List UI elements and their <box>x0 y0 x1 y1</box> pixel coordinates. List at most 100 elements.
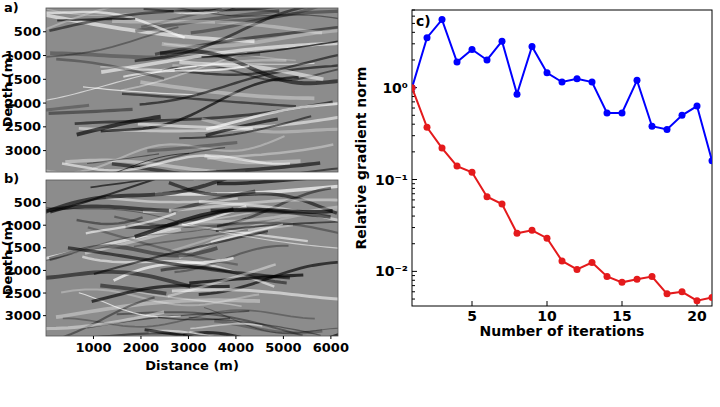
reflector <box>189 332 309 336</box>
series-point <box>679 288 686 295</box>
reflector <box>214 321 322 333</box>
series-point <box>544 69 551 76</box>
y-tick <box>43 247 46 248</box>
y-tick-label: 500 <box>14 195 41 210</box>
series-point <box>412 84 416 91</box>
minor-tick <box>412 151 415 152</box>
reflector <box>160 51 338 83</box>
series-point <box>439 145 446 152</box>
series-point <box>412 84 416 91</box>
x-tick-label: 1000 <box>75 340 111 355</box>
x-tick <box>93 336 94 339</box>
minor-tick <box>412 43 415 44</box>
y-tick-label: 10⁰ <box>382 80 408 96</box>
y-tick <box>43 293 46 294</box>
series-point <box>544 235 551 242</box>
x-tick-label: 6000 <box>313 340 349 355</box>
series-point <box>619 279 626 286</box>
y-tick <box>43 126 46 127</box>
reflector <box>206 79 338 129</box>
x-tick <box>283 336 284 339</box>
y-tick-label: 3000 <box>5 143 41 158</box>
series-point <box>574 266 581 273</box>
series-point <box>574 75 581 82</box>
x-tick-label: 5 <box>467 308 477 324</box>
reflector <box>123 66 249 77</box>
reflector <box>205 156 301 163</box>
reflector <box>172 290 338 300</box>
x-tick <box>188 336 189 339</box>
reflector <box>49 109 133 113</box>
minor-tick <box>412 59 415 60</box>
series-point <box>454 163 461 170</box>
panel-letter: c) <box>416 13 431 29</box>
minor-tick <box>412 135 415 136</box>
reflector <box>212 166 338 172</box>
series-point <box>694 103 701 110</box>
series-point <box>604 273 611 280</box>
x-tick-label: 10 <box>537 308 557 324</box>
reflector <box>46 105 89 112</box>
y-tick <box>43 103 46 104</box>
x-tick <box>235 336 236 339</box>
series-point <box>514 91 521 98</box>
seismic-image <box>46 8 338 172</box>
series-point <box>664 290 671 297</box>
x-tick-label: 2000 <box>123 340 159 355</box>
reflector <box>211 210 331 217</box>
frame <box>46 180 338 336</box>
series-point <box>454 59 461 66</box>
reflector <box>87 154 159 164</box>
series-point <box>604 109 611 116</box>
y-tick-label: 3000 <box>5 308 41 323</box>
minor-tick <box>412 188 415 189</box>
series-group <box>412 16 712 304</box>
y-tick <box>43 315 46 316</box>
series-point <box>649 273 656 280</box>
series-point <box>634 276 641 283</box>
series-point <box>649 123 656 130</box>
y-tick <box>43 79 46 80</box>
reflector <box>135 8 338 61</box>
series-point <box>484 193 491 200</box>
series-point <box>469 169 476 176</box>
y-tick <box>43 55 46 56</box>
y-axis-title: Depth (m) <box>0 221 15 295</box>
series-point <box>694 297 701 304</box>
minor-tick <box>412 16 415 17</box>
reflector <box>147 143 237 151</box>
reflector <box>168 264 276 296</box>
minor-tick <box>412 275 415 276</box>
minor-tick <box>412 101 415 102</box>
series-line <box>412 88 712 301</box>
series-point <box>679 112 686 119</box>
series-point <box>619 109 626 116</box>
minor-tick <box>412 124 415 125</box>
frame <box>46 8 338 172</box>
y-tick <box>412 271 417 272</box>
minor-tick <box>412 299 415 300</box>
x-axis-title: Distance (m) <box>145 358 239 373</box>
minor-tick <box>412 227 415 228</box>
y-tick <box>43 202 46 203</box>
series-point <box>634 77 641 84</box>
reflector <box>75 153 189 172</box>
x-tick <box>622 301 623 306</box>
y-tick <box>43 150 46 151</box>
reflector <box>92 286 230 302</box>
reflector <box>46 312 164 329</box>
series-point <box>589 79 596 86</box>
panel-letter: a) <box>4 0 19 15</box>
y-axis-title: Relative gradient norm <box>353 67 369 250</box>
series-point <box>469 46 476 53</box>
minor-tick <box>412 10 415 11</box>
y-tick <box>43 31 46 32</box>
series-point <box>529 227 536 234</box>
reflector <box>158 318 230 320</box>
series-point <box>529 43 536 50</box>
series-point <box>709 157 713 164</box>
series-point <box>709 294 713 301</box>
minor-tick <box>412 199 415 200</box>
reflector <box>219 231 338 262</box>
reflector <box>172 60 286 65</box>
